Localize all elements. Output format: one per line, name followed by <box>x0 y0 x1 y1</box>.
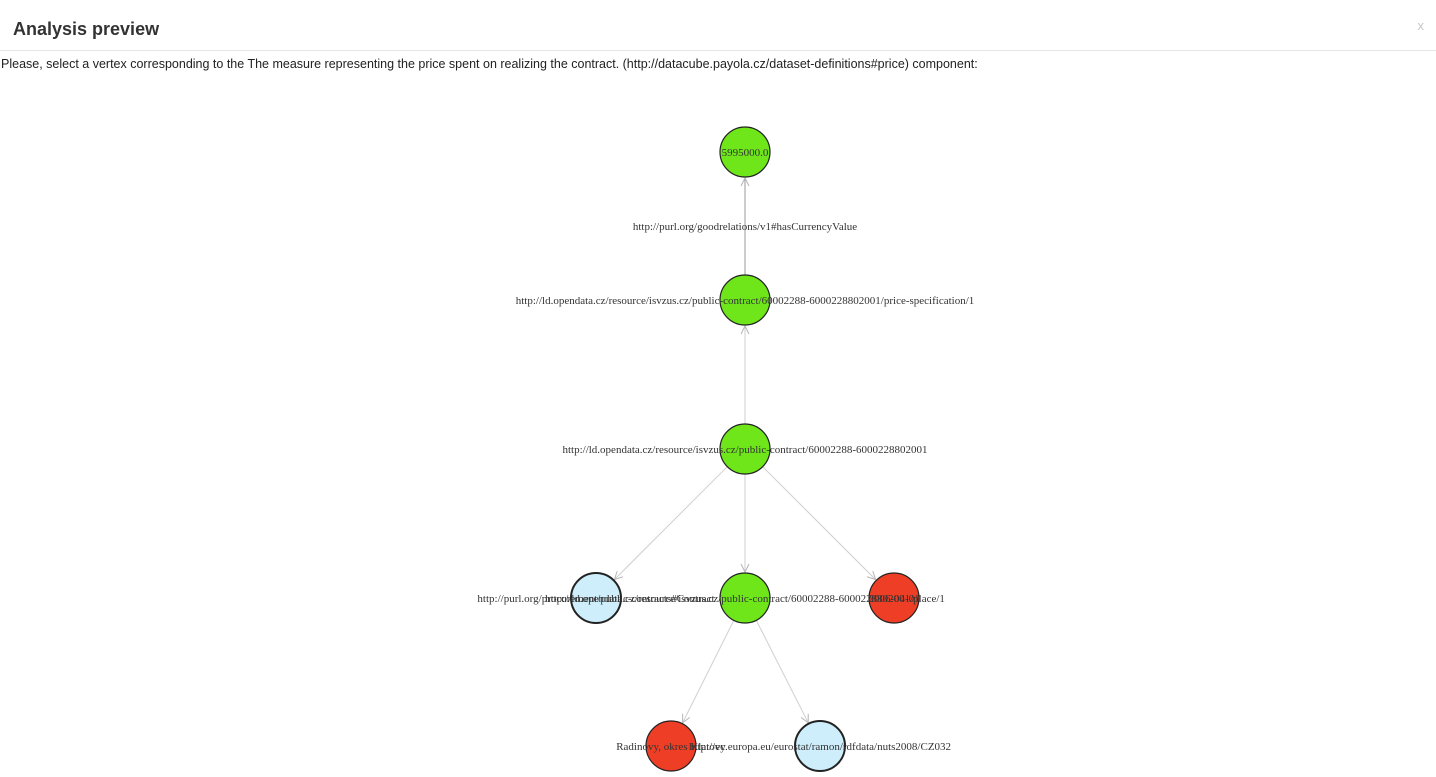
dialog-header: Analysis preview x <box>0 0 1436 51</box>
graph-vertex[interactable] <box>645 720 697 772</box>
vertex-circle[interactable] <box>794 720 846 772</box>
vertex-label: 2006-04-01 <box>868 593 919 605</box>
vertex-label: http://ld.opendata.cz/resource/isvzus.cz… <box>545 593 945 605</box>
vertex-label: http://purl.org/procurement/public-contr… <box>477 593 714 605</box>
vertex-circle[interactable] <box>719 572 771 624</box>
edge-layer <box>614 178 875 723</box>
graph-edge <box>614 466 728 580</box>
vertex-circle[interactable] <box>570 572 622 624</box>
vertex-label: http://ld.opendata.cz/resource/isvzus.cz… <box>562 444 927 456</box>
graph-edge <box>762 466 876 580</box>
graph-vertex[interactable] <box>868 572 920 624</box>
vertex-label: Radinovy, okres Klatovy <box>616 741 726 753</box>
label-layer: http://purl.org/goodrelations/v1#hasCurr… <box>477 147 974 753</box>
graph-edge <box>755 620 808 723</box>
graph-vertex[interactable] <box>794 720 846 772</box>
vertex-label: http://ec.europa.eu/eurostat/ramon/rdfda… <box>689 741 951 753</box>
vertex-label: http://ld.opendata.cz/resource/isvzus.cz… <box>516 295 975 307</box>
close-button[interactable]: x <box>1417 18 1425 33</box>
edge-label: http://purl.org/goodrelations/v1#hasCurr… <box>633 221 857 233</box>
vertex-circle[interactable] <box>719 423 771 475</box>
graph-vertex[interactable] <box>719 126 771 178</box>
vertex-layer <box>570 126 920 772</box>
vertex-label: 5995000.0 <box>722 147 769 159</box>
vertex-circle[interactable] <box>719 126 771 178</box>
vertex-circle[interactable] <box>868 572 920 624</box>
graph-vertex[interactable] <box>570 572 622 624</box>
instruction-text: Please, select a vertex corresponding to… <box>1 57 978 71</box>
graph-vertex[interactable] <box>719 423 771 475</box>
graph-edge <box>683 620 735 722</box>
graph-vertex[interactable] <box>719 274 771 326</box>
vertex-circle[interactable] <box>645 720 697 772</box>
dialog-title: Analysis preview <box>13 19 160 39</box>
graph-vertex[interactable] <box>719 572 771 624</box>
vertex-circle[interactable] <box>719 274 771 326</box>
